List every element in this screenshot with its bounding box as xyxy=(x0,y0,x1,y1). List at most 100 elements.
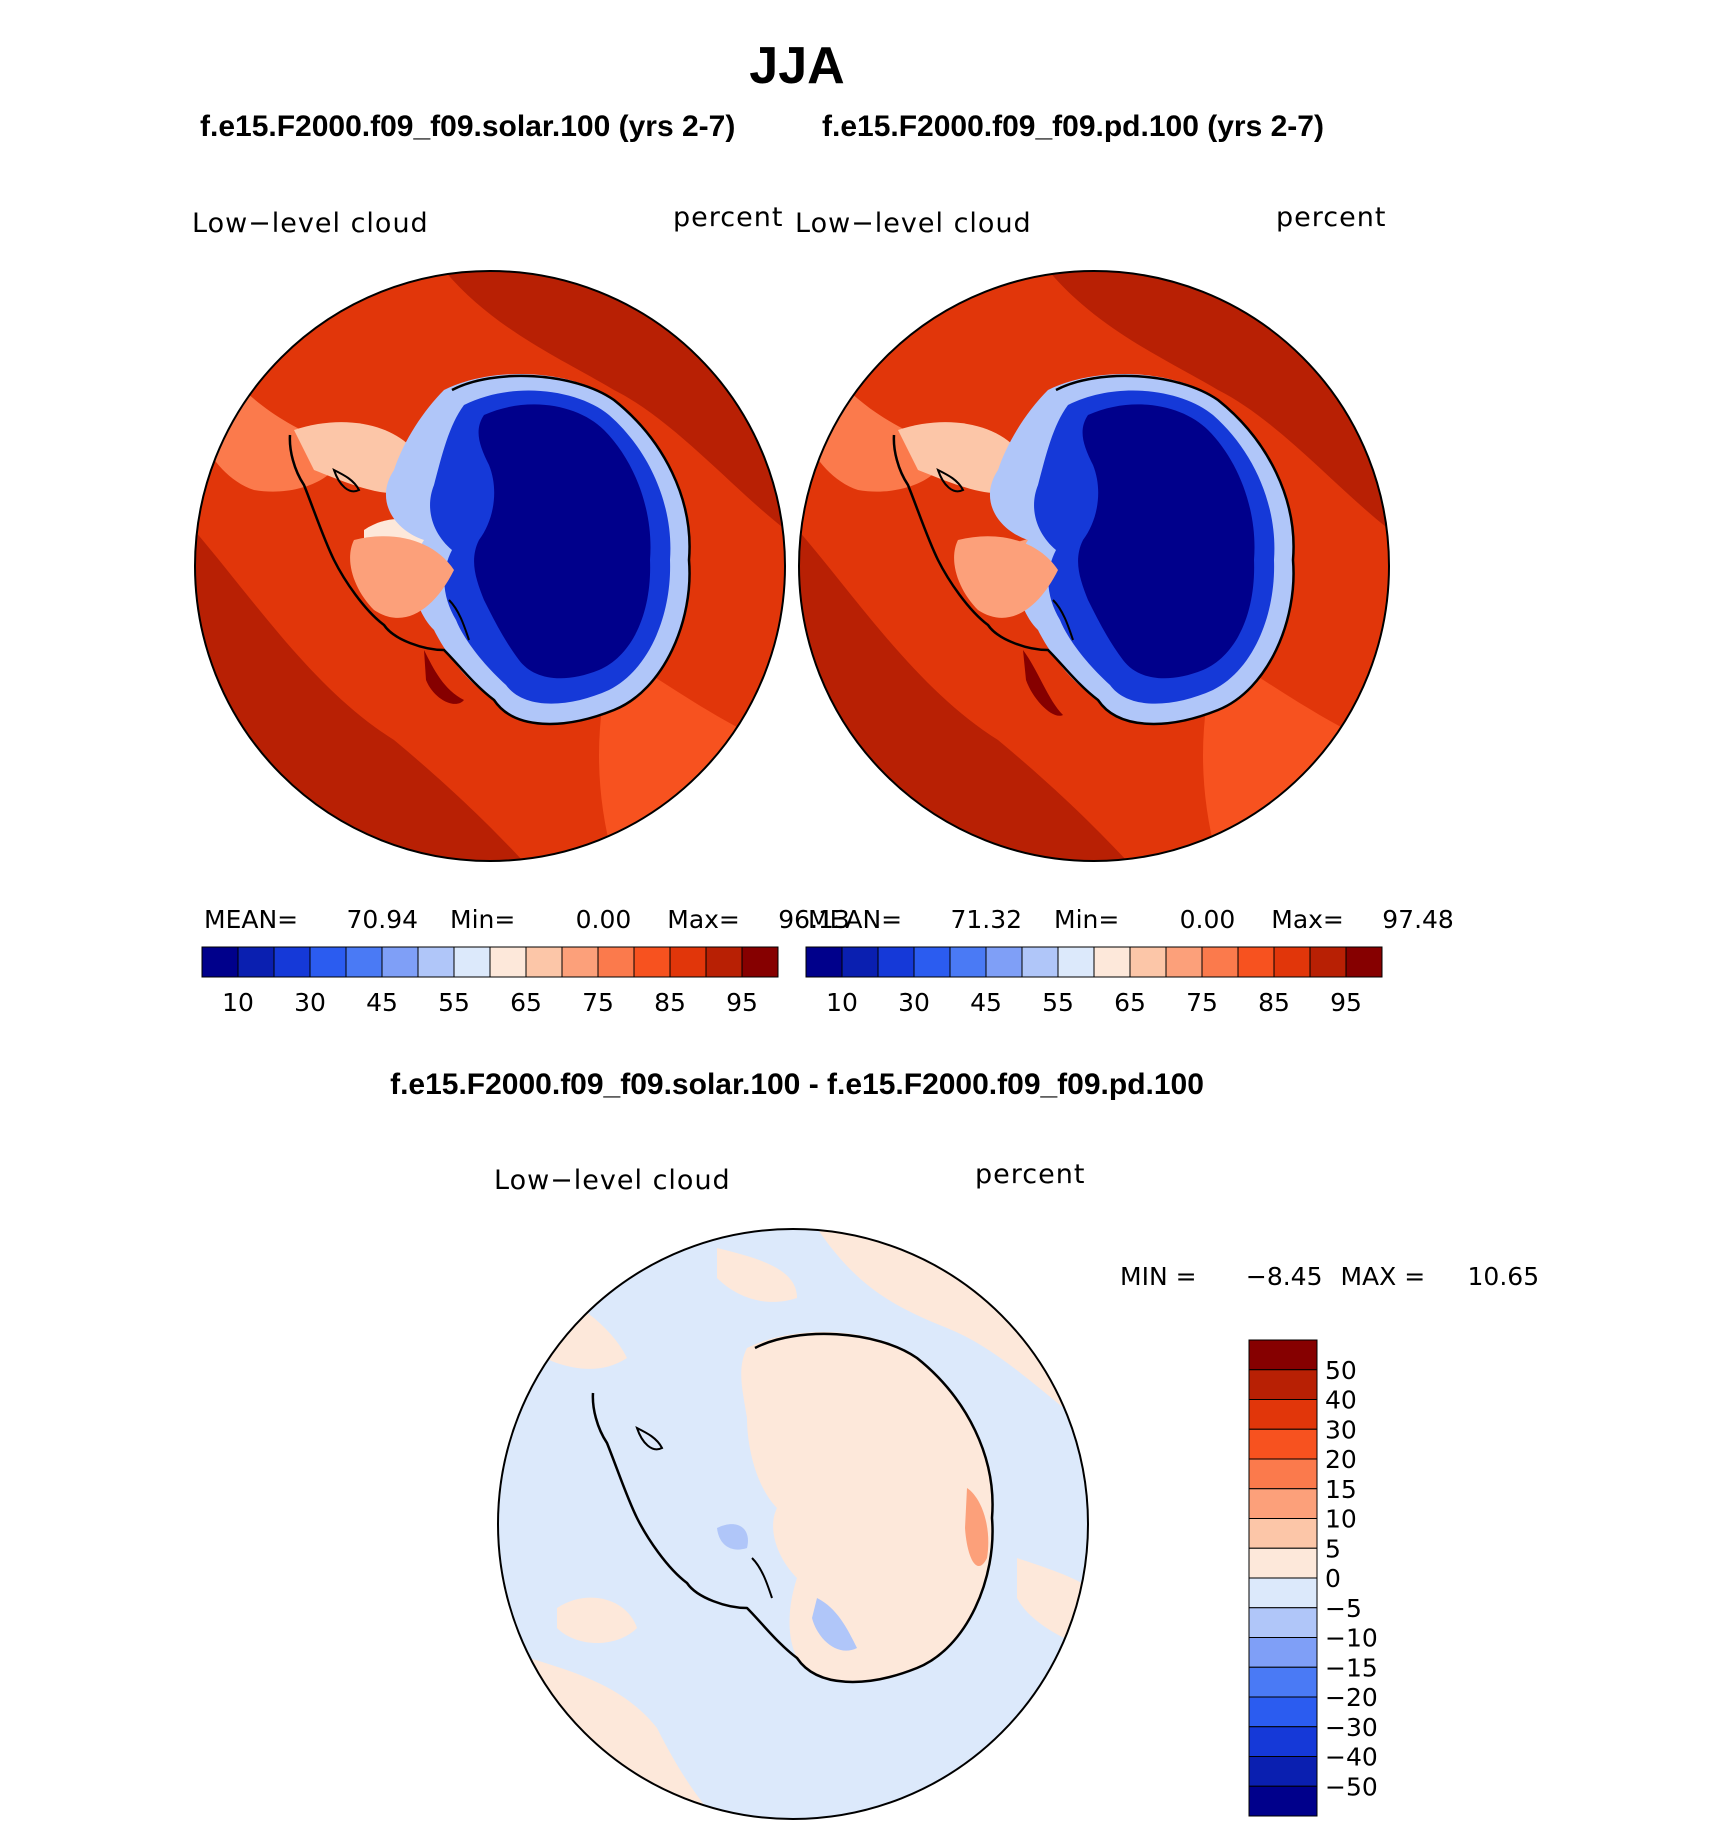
diff-min-label: MIN = xyxy=(1120,1262,1197,1291)
panel2-colorbar-box xyxy=(1021,946,1059,978)
panel1-colorbar-box xyxy=(489,946,527,978)
panel2-min-label: Min= xyxy=(1054,905,1120,934)
panel2-case-title: f.e15.F2000.f09_f09.pd.100 (yrs 2-7) xyxy=(822,110,1324,143)
panel2-mean-label: MEAN= xyxy=(808,905,903,934)
panel1-min-value: 0.00 xyxy=(575,905,632,934)
panel1-max-value: 96.13 xyxy=(778,905,850,934)
panel1-colorbar: 10 30 45 55 65 75 85 95 xyxy=(201,946,779,1017)
diff-colorbar-tick-label: −5 xyxy=(1325,1594,1362,1623)
panel2-colorbar-box xyxy=(1237,946,1275,978)
panel2-min-value: 0.00 xyxy=(1179,905,1236,934)
panel1-colorbar-tick-label: 65 xyxy=(510,988,542,1017)
panel1-colorbar-box xyxy=(237,946,275,978)
diff-colorbar-box xyxy=(1248,1339,1318,1371)
panel2-colorbar-box xyxy=(1165,946,1203,978)
panel2-colorbar-box xyxy=(913,946,951,978)
panel1-colorbar-tick-label: 30 xyxy=(294,988,326,1017)
panel1-colorbar-box xyxy=(453,946,491,978)
diff-colorbar-tick-label: −15 xyxy=(1325,1653,1378,1682)
diff-colorbar-tick-label: −30 xyxy=(1325,1713,1378,1742)
panel2-colorbar-box xyxy=(985,946,1023,978)
diff-colorbar-tick-label: 15 xyxy=(1325,1475,1357,1504)
panel1-map xyxy=(194,270,786,862)
diff-colorbar-box xyxy=(1248,1607,1318,1638)
figure-title: JJA xyxy=(749,37,845,95)
diff-colorbar-box xyxy=(1248,1666,1318,1698)
panel2-colorbar-tick-label: 75 xyxy=(1186,988,1218,1017)
panel1-colorbar-tick-label: 95 xyxy=(726,988,758,1017)
panel2-colorbar-box xyxy=(1201,946,1239,978)
panel2-colorbar-box xyxy=(1057,946,1095,978)
panel2-stats: MEAN= 71.32 Min= 0.00 Max= 97.48 xyxy=(808,905,1454,934)
diff-colorbar-box xyxy=(1248,1756,1318,1787)
diff-colorbar-tick-label: 10 xyxy=(1325,1505,1357,1534)
panel1-colorbar-box xyxy=(633,946,671,978)
panel2-colorbar-tick-label: 30 xyxy=(898,988,930,1017)
panel1-case-title: f.e15.F2000.f09_f09.solar.100 (yrs 2-7) xyxy=(200,110,736,143)
panel2-colorbar-box xyxy=(1129,946,1167,978)
panel1-colorbar-box xyxy=(561,946,599,978)
panel2-units-label: percent xyxy=(1276,202,1387,233)
panel1-colorbar-tick-label: 75 xyxy=(582,988,614,1017)
diff-minmax: MIN = −8.45 MAX = 10.65 xyxy=(1120,1262,1539,1291)
panel1-colorbar-box xyxy=(201,946,239,978)
panel1-colorbar-box xyxy=(345,946,383,978)
diff-colorbar-box xyxy=(1248,1785,1318,1817)
diff-colorbar-tick-label: 20 xyxy=(1325,1445,1357,1474)
panel2-colorbar-tick-label: 95 xyxy=(1330,988,1362,1017)
diff-units-label: percent xyxy=(975,1159,1086,1190)
panel1-max-label: Max= xyxy=(667,905,740,934)
diff-colorbar-tick-label: 50 xyxy=(1325,1356,1357,1385)
diff-colorbar-tick-label: −40 xyxy=(1325,1743,1378,1772)
panel2-variable-label: Low−level cloud xyxy=(795,208,1032,239)
diff-colorbar-tick-label: 30 xyxy=(1325,1415,1357,1444)
diff-colorbar-tick-label: −10 xyxy=(1325,1624,1378,1653)
diff-colorbar-box xyxy=(1248,1696,1318,1728)
panel2-colorbar-tick-label: 85 xyxy=(1258,988,1290,1017)
panel2-colorbar-box xyxy=(1309,946,1347,978)
panel1-variable-label: Low−level cloud xyxy=(192,208,429,239)
panel1-colorbar-box xyxy=(525,946,563,978)
panel1-colorbar-box xyxy=(705,946,743,978)
diff-colorbar-box xyxy=(1248,1369,1318,1400)
diff-colorbar-tick-label: −20 xyxy=(1325,1683,1378,1712)
diff-colorbar-box xyxy=(1248,1399,1318,1430)
diff-colorbar-box xyxy=(1248,1577,1318,1609)
diff-min-value: −8.45 xyxy=(1245,1262,1323,1291)
panel1-colorbar-box xyxy=(741,946,779,978)
panel1-colorbar-box xyxy=(273,946,311,978)
panel1-mean-value: 70.94 xyxy=(346,905,419,934)
diff-variable-label: Low−level cloud xyxy=(494,1165,731,1196)
panel2-colorbar-box xyxy=(1093,946,1131,978)
diff-colorbar-box xyxy=(1248,1726,1318,1757)
diff-colorbar-tick-label: 5 xyxy=(1325,1534,1341,1563)
diff-colorbar-tick-label: 40 xyxy=(1325,1386,1357,1415)
panel2-mean-value: 71.32 xyxy=(950,905,1023,934)
panel1-units-label: percent xyxy=(673,202,784,233)
diff-max-value: 10.65 xyxy=(1467,1262,1540,1291)
diff-colorbar-box xyxy=(1248,1637,1318,1668)
diff-colorbar-tick-label: −50 xyxy=(1325,1772,1378,1801)
panel1-stats: MEAN= 70.94 Min= 0.00 Max= 96.13 xyxy=(204,905,850,934)
panel2-colorbar: 10 30 45 55 65 75 85 95 xyxy=(805,946,1383,1017)
panel1-min-label: Min= xyxy=(450,905,516,934)
panel1-colorbar-box xyxy=(381,946,419,978)
diff-colorbar-box xyxy=(1248,1458,1318,1490)
panel1-colorbar-tick-label: 45 xyxy=(366,988,398,1017)
panel2-colorbar-box xyxy=(877,946,915,978)
panel1-mean-label: MEAN= xyxy=(204,905,299,934)
diff-colorbar-tick-label: 0 xyxy=(1325,1564,1341,1593)
panel2-max-value: 97.48 xyxy=(1382,905,1454,934)
panel1-colorbar-box xyxy=(309,946,347,978)
panel2-colorbar-tick-label: 45 xyxy=(970,988,1002,1017)
panel1-colorbar-tick-label: 85 xyxy=(654,988,686,1017)
panel2-colorbar-tick-label: 10 xyxy=(826,988,858,1017)
panel2-colorbar-box xyxy=(1345,946,1383,978)
panel1-colorbar-tick-label: 10 xyxy=(222,988,254,1017)
panel2-colorbar-box xyxy=(805,946,843,978)
panel2-map xyxy=(798,270,1390,862)
panel2-colorbar-box xyxy=(1273,946,1311,978)
diff-map xyxy=(497,1228,1089,1820)
diff-max-label: MAX = xyxy=(1340,1262,1426,1291)
